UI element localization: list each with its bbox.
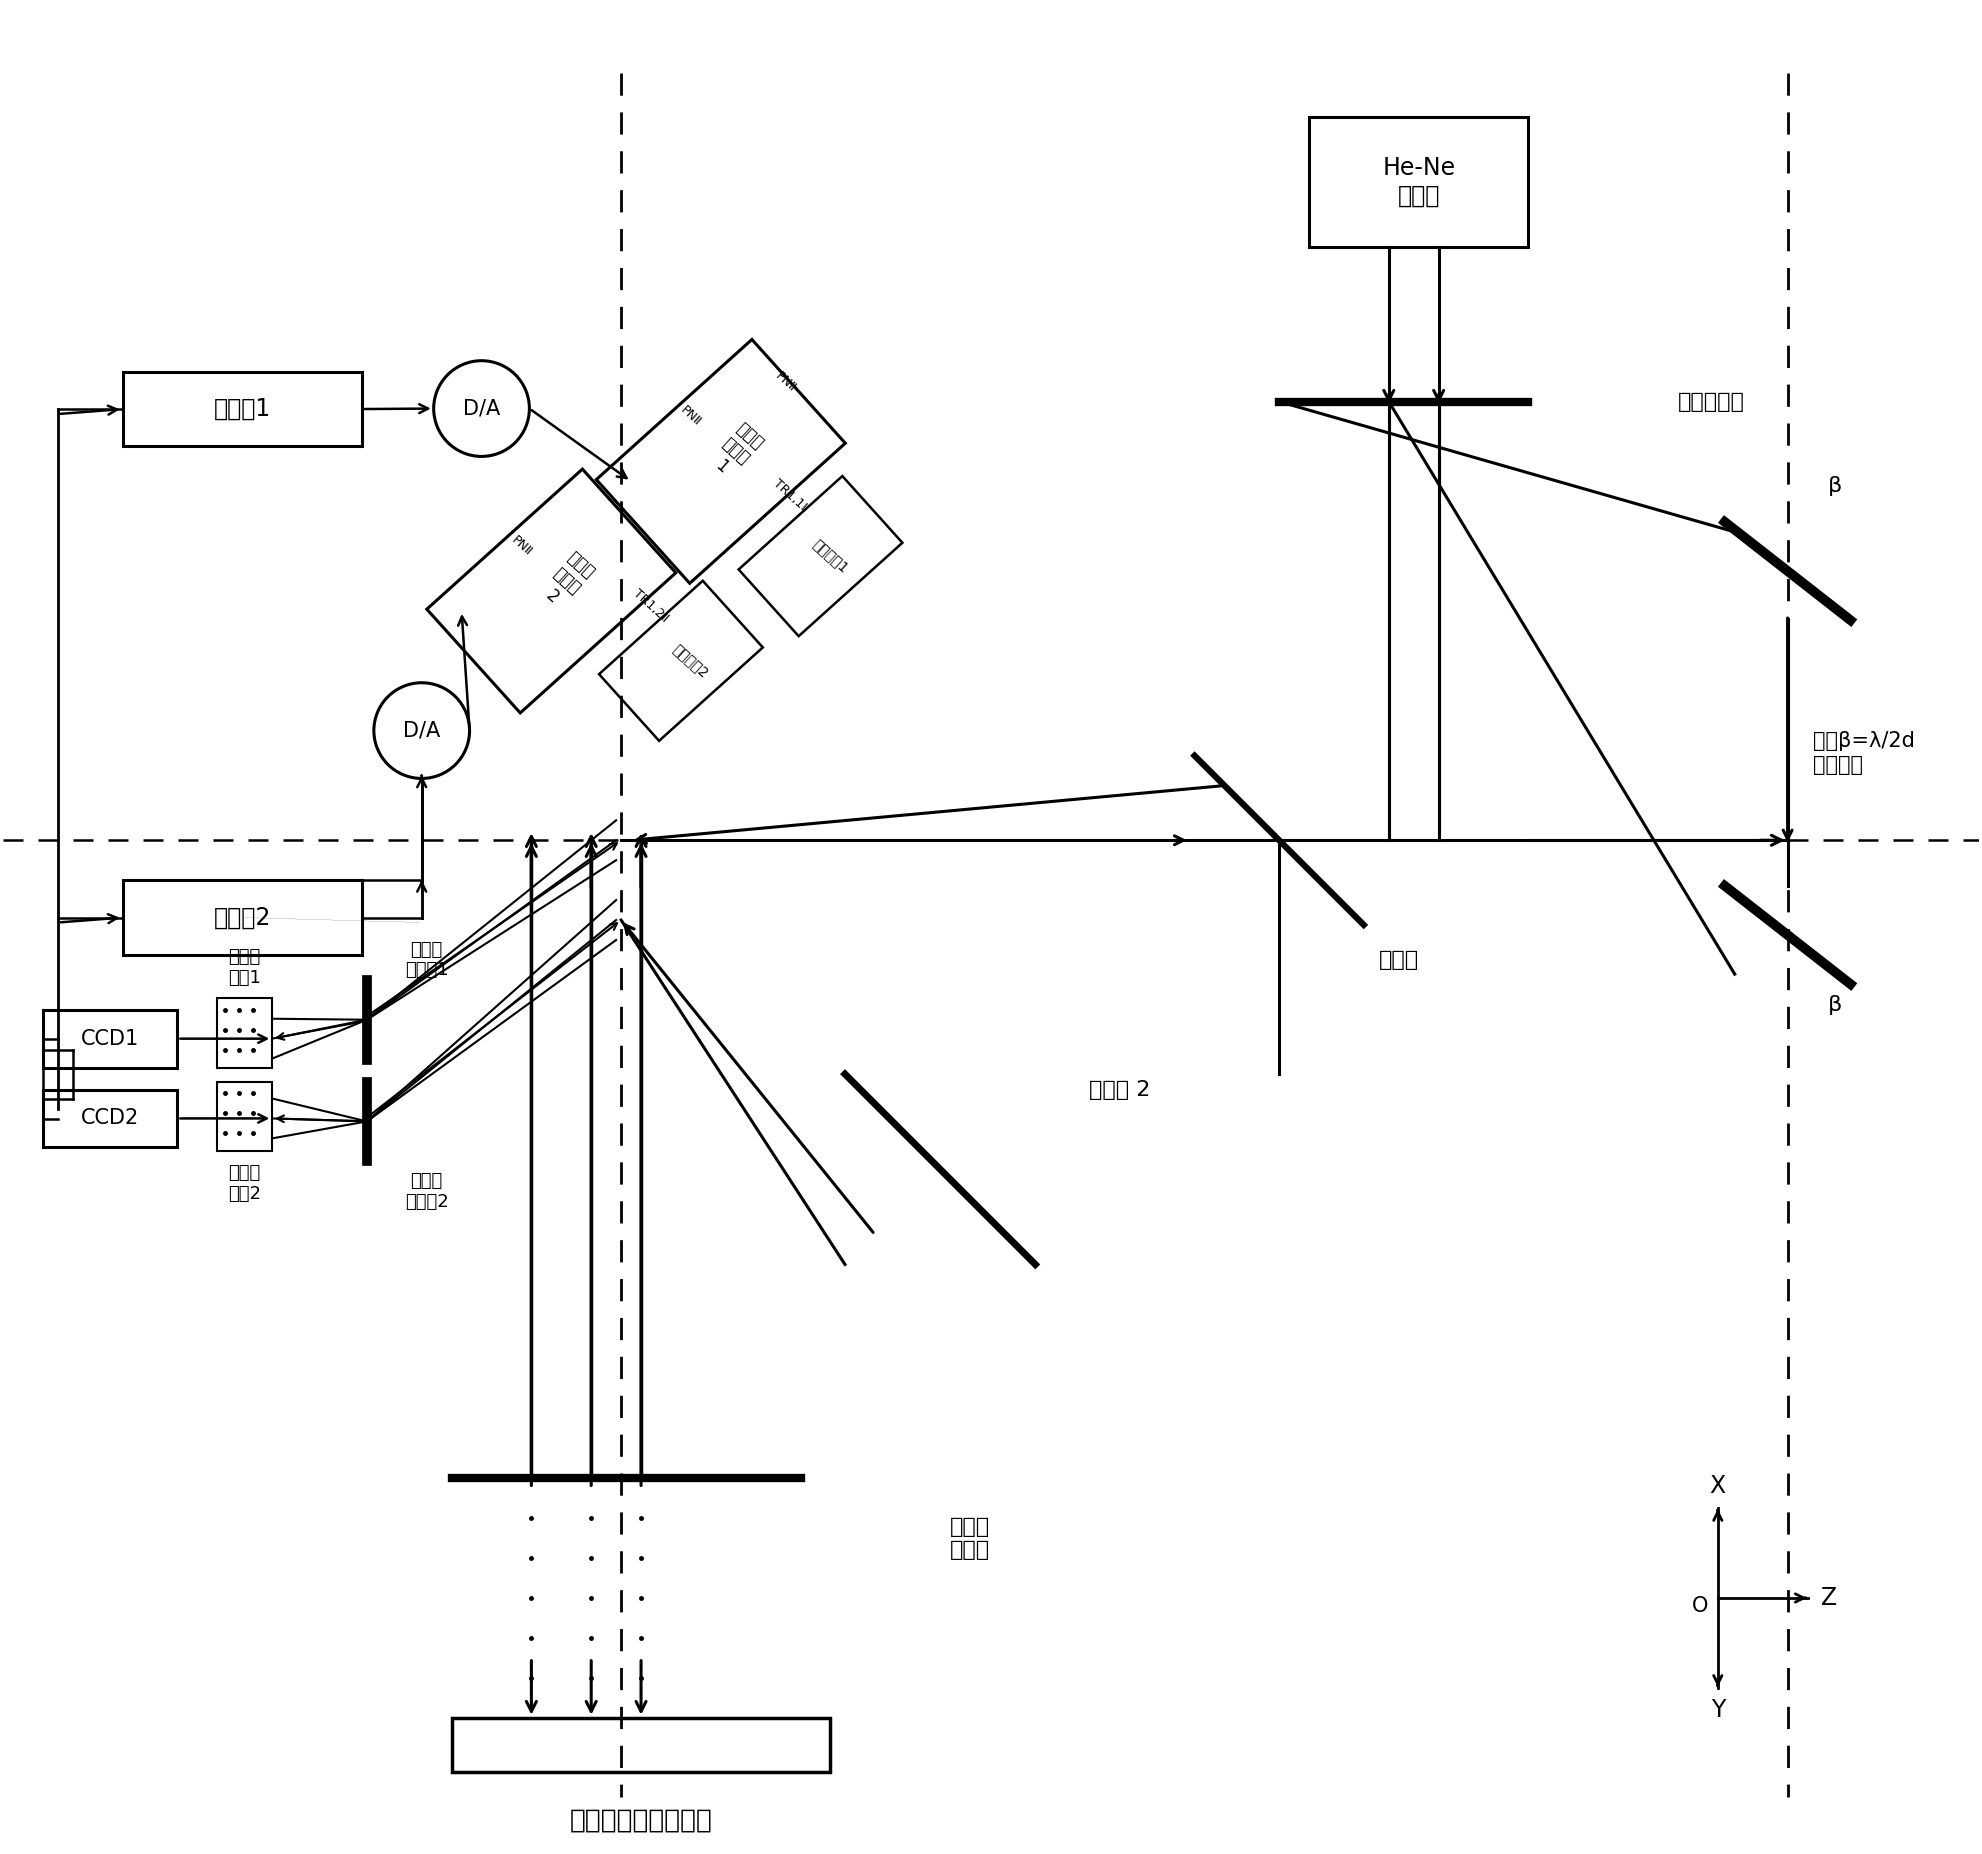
Text: 超大功率半导体列阵: 超大功率半导体列阵 <box>569 1808 712 1834</box>
Text: CCD2: CCD2 <box>81 1109 139 1129</box>
Text: 反射镜 2: 反射镜 2 <box>1088 1079 1150 1099</box>
Text: 固定设备2: 固定设备2 <box>670 641 712 680</box>
Text: 微透镜
阵兗2: 微透镜 阵兗2 <box>228 1164 262 1203</box>
Text: D/A: D/A <box>464 399 499 419</box>
Bar <box>123 881 363 955</box>
Bar <box>44 1010 178 1068</box>
Bar <box>565 1717 603 1772</box>
Text: 处理器2: 处理器2 <box>214 905 272 929</box>
Circle shape <box>375 682 470 779</box>
Bar <box>793 1717 830 1772</box>
Text: Z: Z <box>1821 1585 1837 1609</box>
Text: 倒斜β=λ/2d
的外腔镜: 倒斜β=λ/2d 的外腔镜 <box>1812 732 1915 775</box>
Text: 分光镜: 分光镜 <box>1379 949 1419 970</box>
Bar <box>755 1717 793 1772</box>
Text: TR1,2Ⅱ: TR1,2Ⅱ <box>630 588 672 625</box>
Text: He-Ne
激光器: He-Ne 激光器 <box>1381 156 1455 208</box>
Bar <box>218 1081 272 1151</box>
Bar <box>680 1717 717 1772</box>
Text: 固定设备1: 固定设备1 <box>811 538 850 575</box>
Text: 高压驱
动模块
2: 高压驱 动模块 2 <box>535 549 597 614</box>
Text: TR1,1Ⅱ: TR1,1Ⅱ <box>771 476 811 515</box>
Text: β: β <box>1827 996 1841 1014</box>
Text: D/A: D/A <box>402 721 440 740</box>
Text: 处理器1: 处理器1 <box>214 397 272 421</box>
Polygon shape <box>599 580 763 742</box>
Bar <box>452 1717 490 1772</box>
Text: 匹配扩束镜: 匹配扩束镜 <box>1679 391 1744 412</box>
Polygon shape <box>739 476 902 636</box>
Text: X: X <box>1710 1474 1726 1498</box>
Bar <box>452 1717 830 1772</box>
Text: 变焦光
学器件2: 变焦光 学器件2 <box>404 1172 448 1211</box>
Text: 变焦光
学器件1: 变焦光 学器件1 <box>404 940 448 979</box>
Circle shape <box>434 362 529 456</box>
Bar <box>490 1717 527 1772</box>
Text: CCD1: CCD1 <box>81 1029 139 1049</box>
Text: 中间光
学系统: 中间光 学系统 <box>949 1517 991 1559</box>
Bar <box>44 1090 178 1148</box>
Text: Y: Y <box>1710 1698 1724 1722</box>
Text: β: β <box>1827 476 1841 497</box>
Bar <box>717 1717 755 1772</box>
Text: PNⅡ: PNⅡ <box>678 404 704 428</box>
Polygon shape <box>597 339 844 584</box>
Text: 微透镜
阵兗1: 微透镜 阵兗1 <box>228 949 262 988</box>
Polygon shape <box>426 469 676 714</box>
Bar <box>603 1717 640 1772</box>
Text: O: O <box>1693 1596 1708 1617</box>
Bar <box>1308 117 1528 247</box>
Text: PNⅡ: PNⅡ <box>509 534 535 558</box>
Text: PNⅡ: PNⅡ <box>773 369 799 395</box>
Bar <box>123 371 363 447</box>
Text: 高压驱
动模块
1: 高压驱 动模块 1 <box>706 419 767 484</box>
Bar <box>527 1717 565 1772</box>
Bar <box>640 1717 680 1772</box>
Bar <box>218 997 272 1068</box>
